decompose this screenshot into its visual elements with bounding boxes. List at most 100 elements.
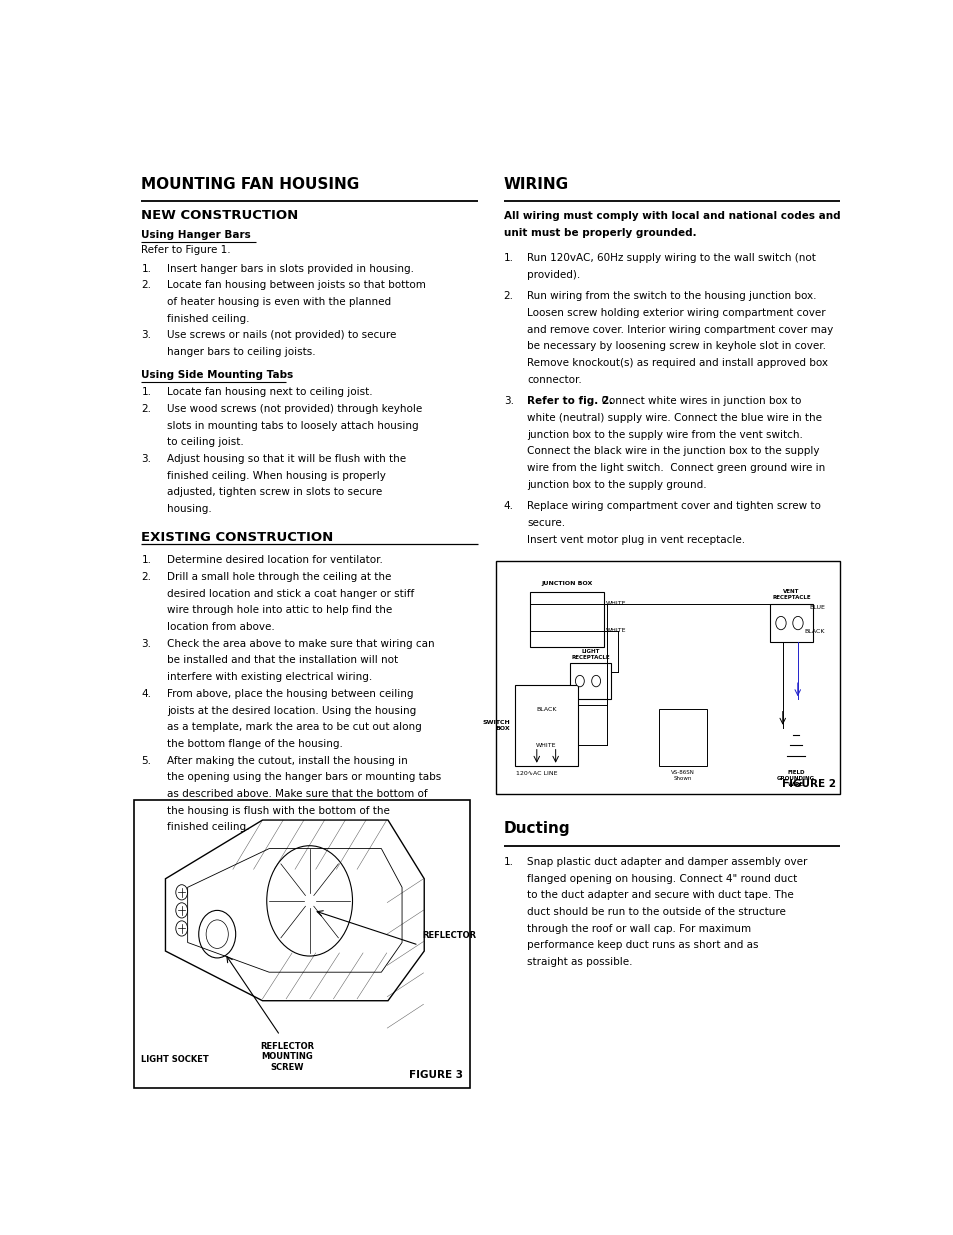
Text: hanger bars to ceiling joists.: hanger bars to ceiling joists.	[167, 347, 315, 357]
Text: of heater housing is even with the planned: of heater housing is even with the plann…	[167, 298, 391, 308]
Text: VS-86SN
Shown: VS-86SN Shown	[670, 771, 694, 782]
Text: be installed and that the installation will not: be installed and that the installation w…	[167, 656, 398, 666]
Text: Run wiring from the switch to the housing junction box.: Run wiring from the switch to the housin…	[527, 291, 816, 301]
Text: wire from the light switch.  Connect green ground wire in: wire from the light switch. Connect gree…	[527, 463, 824, 473]
Text: finished ceiling. When housing is properly: finished ceiling. When housing is proper…	[167, 471, 386, 480]
Text: All wiring must comply with local and national codes and: All wiring must comply with local and na…	[503, 211, 840, 221]
Text: as described above. Make sure that the bottom of: as described above. Make sure that the b…	[167, 789, 428, 799]
Bar	[496, 561, 840, 794]
Text: Use screws or nails (not provided) to secure: Use screws or nails (not provided) to se…	[167, 331, 396, 341]
Text: wire through hole into attic to help find the: wire through hole into attic to help fin…	[167, 605, 392, 615]
Text: SWITCH
BOX: SWITCH BOX	[482, 720, 510, 731]
Text: to ceiling joist.: to ceiling joist.	[167, 437, 244, 447]
Text: as a template, mark the area to be cut out along: as a template, mark the area to be cut o…	[167, 722, 421, 732]
Text: 1.: 1.	[141, 556, 152, 566]
Text: 1.: 1.	[141, 264, 152, 274]
Text: 1.: 1.	[141, 388, 152, 398]
Circle shape	[792, 616, 802, 630]
Text: straight as possible.: straight as possible.	[527, 957, 632, 967]
Text: connector.: connector.	[527, 374, 581, 385]
Text: secure.: secure.	[527, 519, 565, 529]
Text: FIGURE 2: FIGURE 2	[781, 779, 836, 789]
Text: LIGHT SOCKET: LIGHT SOCKET	[141, 1055, 209, 1065]
Bar	[529, 592, 603, 647]
Text: FIELD
GROUNDING
WIRE: FIELD GROUNDING WIRE	[776, 771, 814, 787]
Bar	[769, 604, 812, 642]
Text: NEW CONSTRUCTION: NEW CONSTRUCTION	[141, 209, 298, 222]
Text: 2.: 2.	[141, 404, 152, 414]
Text: 3.: 3.	[503, 396, 513, 406]
Text: 120∿AC LINE: 120∿AC LINE	[516, 772, 557, 777]
Text: Using Side Mounting Tabs: Using Side Mounting Tabs	[141, 370, 294, 380]
Text: 3.: 3.	[141, 638, 152, 648]
Text: 2.: 2.	[141, 280, 152, 290]
Text: Snap plastic duct adapter and damper assembly over: Snap plastic duct adapter and damper ass…	[527, 857, 807, 867]
Text: BLACK: BLACK	[536, 706, 556, 711]
Text: After making the cutout, install the housing in: After making the cutout, install the hou…	[167, 756, 408, 766]
Text: location from above.: location from above.	[167, 622, 274, 632]
Text: LIGHT
RECEPTACLE: LIGHT RECEPTACLE	[571, 650, 609, 661]
Text: WHITE: WHITE	[605, 627, 625, 632]
Text: Locate fan housing next to ceiling joist.: Locate fan housing next to ceiling joist…	[167, 388, 373, 398]
Text: be necessary by loosening screw in keyhole slot in cover.: be necessary by loosening screw in keyho…	[527, 341, 825, 352]
Text: Ducting: Ducting	[503, 821, 570, 836]
Text: Connect white wires in junction box to: Connect white wires in junction box to	[595, 396, 801, 406]
Text: Insert hanger bars in slots provided in housing.: Insert hanger bars in slots provided in …	[167, 264, 414, 274]
Text: unit must be properly grounded.: unit must be properly grounded.	[503, 228, 696, 238]
Text: the bottom flange of the housing.: the bottom flange of the housing.	[167, 739, 343, 748]
Bar	[133, 799, 470, 1088]
Text: 1.: 1.	[503, 253, 513, 263]
Text: Using Hanger Bars: Using Hanger Bars	[141, 230, 251, 240]
Text: the opening using the hanger bars or mounting tabs: the opening using the hanger bars or mou…	[167, 772, 441, 782]
Text: MOUNTING FAN HOUSING: MOUNTING FAN HOUSING	[141, 177, 359, 191]
Text: Check the area above to make sure that wiring can: Check the area above to make sure that w…	[167, 638, 435, 648]
Text: WIRING: WIRING	[503, 177, 568, 191]
Text: Connect the black wire in the junction box to the supply: Connect the black wire in the junction b…	[527, 447, 819, 457]
Bar	[570, 663, 610, 699]
Bar	[515, 685, 577, 766]
Circle shape	[575, 676, 583, 687]
Text: Use wood screws (not provided) through keyhole: Use wood screws (not provided) through k…	[167, 404, 422, 414]
Text: Determine desired location for ventilator.: Determine desired location for ventilato…	[167, 556, 383, 566]
Text: 4.: 4.	[141, 689, 152, 699]
Text: 1.: 1.	[503, 857, 513, 867]
Text: housing.: housing.	[167, 504, 212, 514]
Text: Locate fan housing between joists so that bottom: Locate fan housing between joists so tha…	[167, 280, 426, 290]
Text: WHITE: WHITE	[605, 601, 625, 606]
Text: the housing is flush with the bottom of the: the housing is flush with the bottom of …	[167, 805, 390, 815]
Text: 3.: 3.	[141, 331, 152, 341]
Text: interfere with existing electrical wiring.: interfere with existing electrical wirin…	[167, 672, 373, 682]
Text: Insert vent motor plug in vent receptacle.: Insert vent motor plug in vent receptacl…	[527, 535, 744, 545]
Text: finished ceiling.: finished ceiling.	[167, 314, 250, 324]
Text: to the duct adapter and secure with duct tape. The: to the duct adapter and secure with duct…	[527, 890, 793, 900]
Text: Remove knockout(s) as required and install approved box: Remove knockout(s) as required and insta…	[527, 358, 827, 368]
Text: finished ceiling.: finished ceiling.	[167, 823, 250, 832]
Text: FIGURE 3: FIGURE 3	[409, 1071, 462, 1081]
Text: duct should be run to the outside of the structure: duct should be run to the outside of the…	[527, 906, 785, 918]
Text: 3.: 3.	[141, 454, 152, 464]
Text: desired location and stick a coat hanger or stiff: desired location and stick a coat hanger…	[167, 589, 415, 599]
Text: 4.: 4.	[503, 501, 513, 511]
Text: EXISTING CONSTRUCTION: EXISTING CONSTRUCTION	[141, 531, 334, 543]
Text: 2.: 2.	[503, 291, 513, 301]
Text: REFLECTOR
MOUNTING
SCREW: REFLECTOR MOUNTING SCREW	[260, 1042, 314, 1072]
Text: WHITE: WHITE	[536, 743, 556, 748]
Text: and remove cover. Interior wiring compartment cover may: and remove cover. Interior wiring compar…	[527, 325, 833, 335]
Text: flanged opening on housing. Connect 4" round duct: flanged opening on housing. Connect 4" r…	[527, 873, 797, 884]
Text: Adjust housing so that it will be flush with the: Adjust housing so that it will be flush …	[167, 454, 406, 464]
Text: REFLECTOR: REFLECTOR	[422, 931, 476, 940]
Bar	[659, 709, 706, 766]
Text: junction box to the supply ground.: junction box to the supply ground.	[527, 480, 706, 490]
Text: BLUE: BLUE	[808, 605, 824, 610]
Text: VENT
RECEPTACLE: VENT RECEPTACLE	[771, 589, 810, 600]
Circle shape	[775, 616, 785, 630]
Text: BLACK: BLACK	[804, 629, 824, 634]
Text: 2.: 2.	[141, 572, 152, 582]
Text: Loosen screw holding exterior wiring compartment cover: Loosen screw holding exterior wiring com…	[527, 308, 825, 317]
Text: adjusted, tighten screw in slots to secure: adjusted, tighten screw in slots to secu…	[167, 488, 382, 498]
Text: Run 120vAC, 60Hz supply wiring to the wall switch (not: Run 120vAC, 60Hz supply wiring to the wa…	[527, 253, 816, 263]
Text: joists at the desired location. Using the housing: joists at the desired location. Using th…	[167, 705, 416, 715]
Text: white (neutral) supply wire. Connect the blue wire in the: white (neutral) supply wire. Connect the…	[527, 412, 821, 424]
Text: slots in mounting tabs to loosely attach housing: slots in mounting tabs to loosely attach…	[167, 421, 418, 431]
Text: Refer to fig. 2.: Refer to fig. 2.	[527, 396, 613, 406]
